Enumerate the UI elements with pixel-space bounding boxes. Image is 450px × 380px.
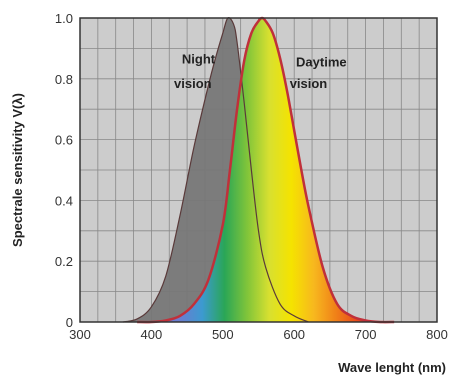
y-axis-title: Spectrale sensitivity V(λ) <box>10 93 25 247</box>
x-tick-label: 400 <box>141 327 163 342</box>
y-tick-label: 0 <box>66 315 73 330</box>
night-vision-area <box>122 17 309 322</box>
plot-frame <box>79 17 438 323</box>
x-axis-title: Wave lenght (nm) <box>338 360 446 375</box>
y-axis-ticks: 0 0.2 0.4 0.6 0.8 1.0 <box>55 11 73 330</box>
y-tick-label: 0.8 <box>55 72 73 87</box>
annotation-label: Night <box>182 52 216 67</box>
y-tick-label: 1.0 <box>55 11 73 26</box>
y-tick-label: 0.6 <box>55 133 73 148</box>
x-tick-label: 300 <box>69 327 91 342</box>
x-tick-label: 700 <box>355 327 377 342</box>
annotation-label: vision <box>290 76 328 91</box>
x-axis-ticks: 300 400 500 600 700 800 <box>69 327 448 342</box>
x-tick-label: 600 <box>283 327 305 342</box>
annotations: Night vision Daytime vision <box>174 52 347 91</box>
y-tick-label: 0.2 <box>55 254 73 269</box>
annotation-label: Daytime <box>296 55 347 70</box>
annotation-label: vision <box>174 76 212 91</box>
x-tick-label: 800 <box>426 327 448 342</box>
x-tick-label: 500 <box>212 327 234 342</box>
y-tick-label: 0.4 <box>55 193 73 208</box>
